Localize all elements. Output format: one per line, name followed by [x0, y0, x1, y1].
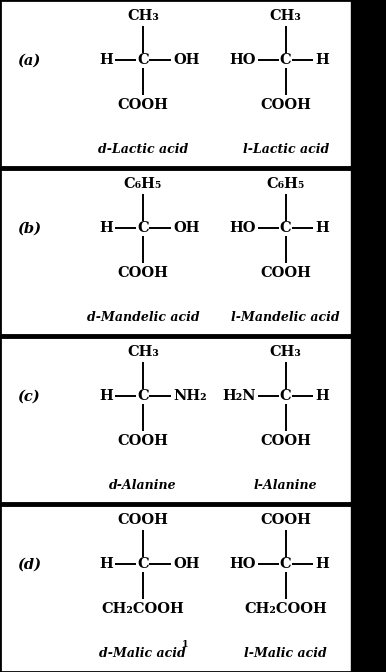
Text: COOH: COOH — [117, 266, 168, 280]
Text: C: C — [137, 222, 149, 235]
Text: HO: HO — [229, 558, 256, 571]
Text: l-Mandelic acid: l-Mandelic acid — [231, 310, 340, 324]
Text: C: C — [280, 54, 291, 67]
Text: H: H — [316, 390, 330, 403]
Text: COOH: COOH — [117, 513, 168, 527]
Text: CH₃: CH₃ — [127, 345, 159, 359]
Text: C: C — [137, 54, 149, 67]
Text: C: C — [280, 390, 291, 403]
Bar — [351, 0, 386, 672]
Text: CH₂COOH: CH₂COOH — [244, 602, 327, 616]
Text: H: H — [316, 54, 330, 67]
Text: COOH: COOH — [260, 98, 311, 112]
Text: C₆H₅: C₆H₅ — [124, 177, 162, 191]
Text: COOH: COOH — [260, 513, 311, 527]
Text: C: C — [137, 558, 149, 571]
Text: OH: OH — [173, 54, 200, 67]
Text: CH₃: CH₃ — [270, 9, 301, 23]
Text: C: C — [280, 558, 291, 571]
Text: COOH: COOH — [117, 98, 168, 112]
Text: CH₂COOH: CH₂COOH — [102, 602, 184, 616]
Text: (b): (b) — [17, 222, 41, 235]
Text: COOH: COOH — [260, 434, 311, 448]
Text: d-Malic acid: d-Malic acid — [100, 646, 186, 660]
Text: H: H — [316, 222, 330, 235]
Text: 1: 1 — [181, 640, 188, 649]
Text: l-Malic acid: l-Malic acid — [244, 646, 327, 660]
Text: H: H — [316, 558, 330, 571]
Text: H₂N: H₂N — [222, 390, 256, 403]
Text: (d): (d) — [17, 558, 41, 571]
Text: (a): (a) — [17, 54, 41, 67]
Text: H: H — [99, 222, 113, 235]
Text: OH: OH — [173, 222, 200, 235]
Text: C: C — [137, 390, 149, 403]
Text: CH₃: CH₃ — [270, 345, 301, 359]
Text: d-Alanine: d-Alanine — [109, 478, 177, 492]
Text: H: H — [99, 390, 113, 403]
Text: C₆H₅: C₆H₅ — [266, 177, 305, 191]
Text: COOH: COOH — [260, 266, 311, 280]
Text: OH: OH — [173, 558, 200, 571]
Text: d-Mandelic acid: d-Mandelic acid — [86, 310, 199, 324]
Text: l-Alanine: l-Alanine — [254, 478, 317, 492]
Text: HO: HO — [229, 222, 256, 235]
Text: C: C — [280, 222, 291, 235]
Text: HO: HO — [229, 54, 256, 67]
Text: (c): (c) — [17, 390, 40, 403]
Text: l-Lactic acid: l-Lactic acid — [242, 142, 329, 156]
Text: CH₃: CH₃ — [127, 9, 159, 23]
Text: H: H — [99, 54, 113, 67]
Text: COOH: COOH — [117, 434, 168, 448]
Text: d-Lactic acid: d-Lactic acid — [98, 142, 188, 156]
Text: H: H — [99, 558, 113, 571]
Text: NH₂: NH₂ — [173, 390, 207, 403]
